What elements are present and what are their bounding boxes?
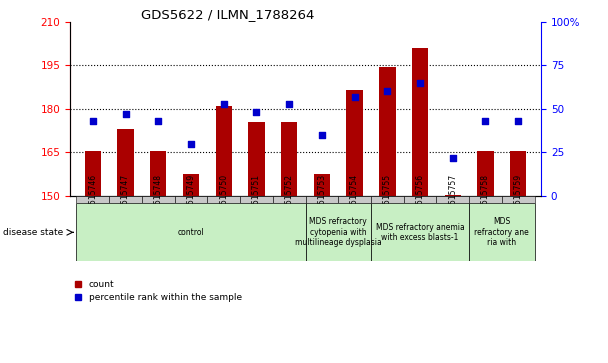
Text: MDS
refractory ane
ria with: MDS refractory ane ria with xyxy=(474,217,529,247)
Bar xyxy=(444,195,461,196)
Bar xyxy=(314,174,330,196)
Point xyxy=(285,101,294,107)
Text: GDS5622 / ILMN_1788264: GDS5622 / ILMN_1788264 xyxy=(140,8,314,21)
Bar xyxy=(437,196,469,203)
Bar xyxy=(412,48,428,196)
Point xyxy=(350,94,359,99)
Bar xyxy=(305,203,371,261)
Text: GSM1515758: GSM1515758 xyxy=(481,174,490,225)
Text: GSM1515756: GSM1515756 xyxy=(415,174,424,225)
Text: GSM1515751: GSM1515751 xyxy=(252,174,261,225)
Text: disease state: disease state xyxy=(3,228,63,237)
Point xyxy=(120,111,130,117)
Bar xyxy=(248,122,264,196)
Bar xyxy=(469,196,502,203)
Text: GSM1515750: GSM1515750 xyxy=(219,174,228,225)
Bar xyxy=(183,174,199,196)
Point xyxy=(415,80,425,86)
Bar xyxy=(109,196,142,203)
Bar xyxy=(174,196,207,203)
Text: GSM1515752: GSM1515752 xyxy=(285,174,294,225)
Bar xyxy=(281,122,297,196)
Bar xyxy=(502,196,534,203)
Text: GSM1515748: GSM1515748 xyxy=(154,174,163,225)
Point xyxy=(481,118,491,124)
Bar xyxy=(150,151,167,196)
Point xyxy=(513,118,523,124)
Text: GSM1515747: GSM1515747 xyxy=(121,174,130,225)
Text: GSM1515759: GSM1515759 xyxy=(514,174,523,225)
Text: GSM1515754: GSM1515754 xyxy=(350,174,359,225)
Bar xyxy=(510,151,527,196)
Text: GSM1515746: GSM1515746 xyxy=(88,174,97,225)
Point xyxy=(252,110,261,115)
Bar xyxy=(469,203,534,261)
Point xyxy=(448,155,458,160)
Point xyxy=(219,101,229,107)
Bar xyxy=(77,196,109,203)
Point xyxy=(382,89,392,94)
Point xyxy=(88,118,98,124)
Point xyxy=(153,118,163,124)
Bar xyxy=(379,67,396,196)
Bar xyxy=(240,196,273,203)
Text: GSM1515757: GSM1515757 xyxy=(448,174,457,225)
Bar xyxy=(117,129,134,196)
Bar xyxy=(207,196,240,203)
Text: GSM1515749: GSM1515749 xyxy=(187,174,196,225)
Point xyxy=(317,132,326,138)
Bar xyxy=(305,196,338,203)
Bar xyxy=(371,196,404,203)
Bar xyxy=(77,203,305,261)
Legend: count, percentile rank within the sample: count, percentile rank within the sample xyxy=(74,280,242,302)
Point xyxy=(186,141,196,147)
Bar xyxy=(142,196,174,203)
Text: GSM1515753: GSM1515753 xyxy=(317,174,326,225)
Text: GSM1515755: GSM1515755 xyxy=(383,174,392,225)
Text: MDS refractory anemia
with excess blasts-1: MDS refractory anemia with excess blasts… xyxy=(376,223,465,242)
Bar xyxy=(404,196,437,203)
Bar xyxy=(477,151,494,196)
Bar xyxy=(273,196,306,203)
Bar xyxy=(85,151,101,196)
Bar xyxy=(347,90,363,196)
Bar xyxy=(338,196,371,203)
Bar xyxy=(215,106,232,196)
Text: MDS refractory
cytopenia with
multilineage dysplasia: MDS refractory cytopenia with multilinea… xyxy=(295,217,382,247)
Text: control: control xyxy=(178,228,204,237)
Bar xyxy=(371,203,469,261)
